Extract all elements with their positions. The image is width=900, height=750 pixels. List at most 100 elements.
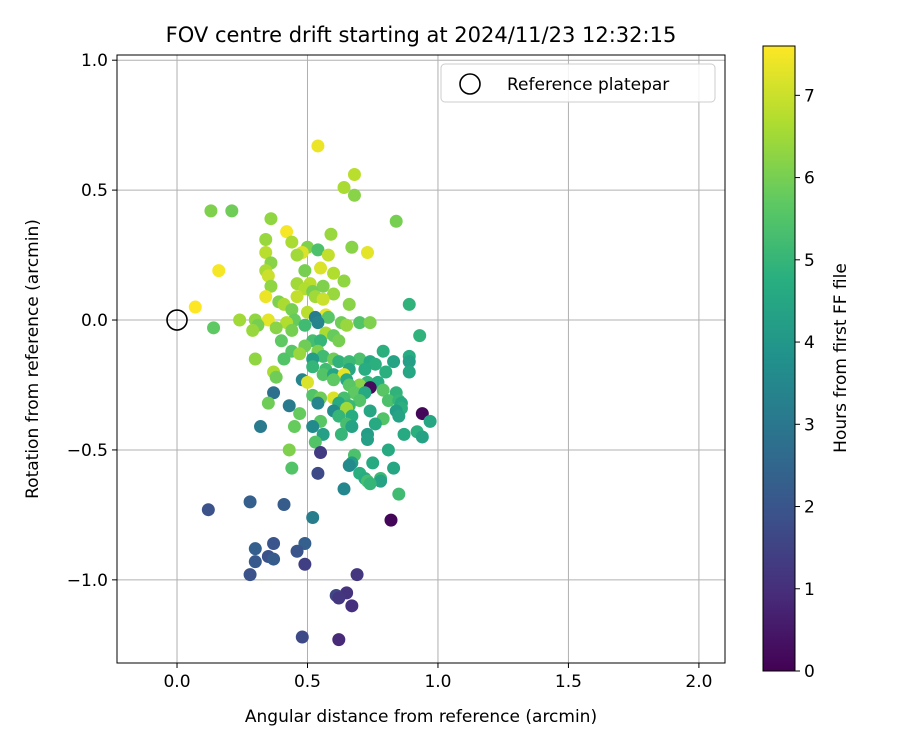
scatter-point [392,487,406,501]
scatter-point [363,404,377,418]
scatter-point [207,321,221,335]
colorbar-tick-label: 4 [804,333,815,353]
scatter-point [311,139,325,153]
scatter-point [363,477,377,491]
scatter-point [376,344,390,358]
scatter-point [293,347,307,361]
y-tick-label: −0.5 [67,441,108,461]
scatter-point [332,633,346,647]
colorbar-tick-label: 0 [804,662,815,682]
colorbar-tick-label: 2 [804,498,815,518]
scatter-point [314,446,328,460]
scatter-point [282,399,296,413]
scatter-point [248,352,262,366]
scatter-point [389,214,403,228]
scatter-point [204,204,218,218]
legend-marker-icon [459,73,481,95]
x-tick-label: 0.0 [163,672,190,692]
scatter-point [293,407,307,421]
scatter-point [361,433,375,447]
scatter-point [285,235,299,249]
scatter-point [285,461,299,475]
scatter-point [277,498,291,512]
scatter-point [316,279,330,293]
colorbar-gradient [762,45,796,672]
x-tick-label: 2.0 [685,672,712,692]
scatter-point [381,394,395,408]
scatter-point [314,334,328,348]
scatter-point [290,248,304,262]
scatter-point [402,365,416,379]
scatter-point [397,427,411,441]
scatter-point [327,373,341,387]
colorbar-tick-label: 7 [804,86,815,106]
scatter-point [246,323,260,337]
colorbar-label: Hours from first FF file [831,263,851,453]
colorbar-tick-label: 3 [804,415,815,435]
scatter-point [285,303,299,317]
legend-entry-reference: Reference platepar [507,75,669,95]
scatter-point [259,245,273,259]
reference-marker-group [166,309,188,331]
scatter-point [290,290,304,304]
scatter-point [267,536,281,550]
scatter-point [259,290,273,304]
scatter-point [353,352,367,366]
scatter-point [269,321,283,335]
scatter-point [285,323,299,337]
reference-platepar-marker [166,309,188,331]
scatter-point [337,181,351,195]
scatter-point [345,420,359,434]
y-axis-label: Rotation from reference (arcmin) [23,219,43,499]
x-tick-label: 1.5 [555,672,582,692]
scatter-point [342,297,356,311]
scatter-point [311,396,325,410]
scatter-point [358,362,372,376]
scatter-point [413,329,427,343]
scatter-point [332,355,346,369]
scatter-point [248,542,262,556]
scatter-point [345,240,359,254]
scatter-point [259,232,273,246]
scatter-point [366,456,380,470]
scatter-point [337,274,351,288]
scatter-point [332,591,346,605]
scatter-point [298,264,312,278]
scatter-point [384,513,398,527]
scatter-point [415,430,429,444]
plot-frame [116,54,726,664]
scatter-point [225,204,239,218]
scatter-point [264,212,278,226]
scatter-point [321,310,335,324]
scatter-point [311,316,325,330]
scatter-point [264,279,278,293]
scatter-point [233,313,247,327]
scatter-point [267,386,281,400]
x-tick-label: 1.0 [424,672,451,692]
scatter-point [350,568,364,582]
scatter-point [334,427,348,441]
colorbar-ticks: 0 1 2 3 4 5 6 7 [795,86,815,682]
scatter-point [316,292,330,306]
scatter-point [368,357,382,371]
scatter-point [280,225,294,239]
scatter-point [347,188,361,202]
scatter-point [261,396,275,410]
y-tick-label: −1.0 [67,571,108,591]
scatter-point [300,375,314,389]
chart-title: FOV centre drift starting at 2024/11/23 … [166,23,677,47]
scatter-point [248,555,262,569]
scatter-point [274,334,288,348]
legend: Reference platepar [440,63,716,103]
scatter-point [381,443,395,457]
scatter-point [353,316,367,330]
scatter-point [277,352,291,366]
scatter-point [298,557,312,571]
grid-lines [117,55,725,663]
scatter-point [316,349,330,363]
scatter-point [387,461,401,475]
scatter-point [321,248,335,262]
scatter-point [243,495,257,509]
scatter-point [188,300,202,314]
